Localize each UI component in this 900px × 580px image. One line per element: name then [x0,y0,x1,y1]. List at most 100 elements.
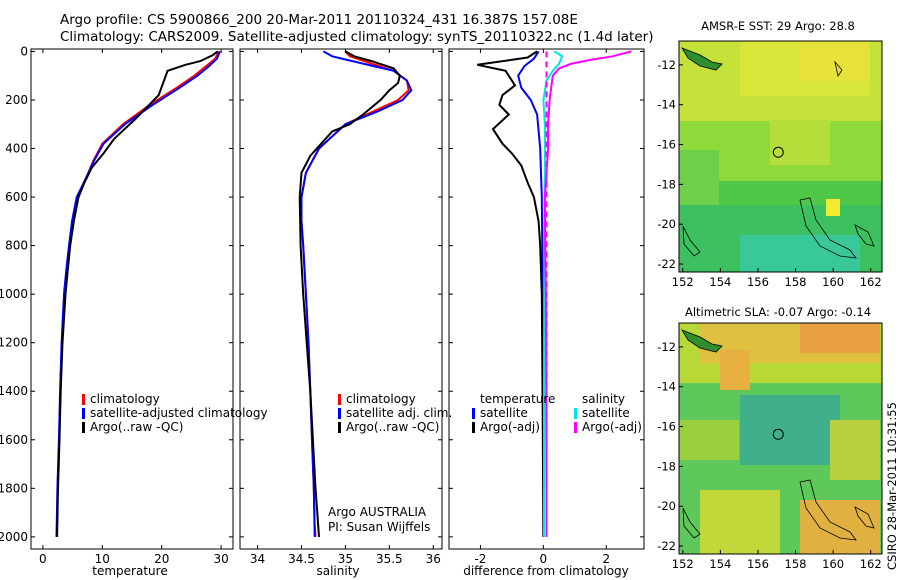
coastline [682,507,701,539]
y-tick-label: 600 [5,190,28,204]
legend-title-salinity: salinity [582,392,625,406]
salinity-legend: climatology satellite adj. clim. Argo(..… [338,392,452,434]
sla-map-field [830,420,880,480]
legend-swatch-satellite [82,408,85,419]
coastline [854,506,875,529]
series-line-argo-raw-qc- [298,50,401,537]
temperature-xlabel: temperature [92,564,167,578]
map-x-tick-label: 154 [709,275,731,289]
argo-position-marker [772,146,784,158]
sla-map-title: Altimetric SLA: -0.07 Argo: -0.14 [685,305,871,319]
legend-label: Argo(..raw -QC) [346,420,439,434]
x-tick-label: 36 [426,552,441,566]
map-x-tick-label: 160 [822,557,844,571]
legend-label: satellite [480,406,528,420]
pi-name-label: PI: Susan Wijffels [328,520,430,534]
profile-title: Argo profile: CS 5900866_200 20-Mar-2011… [60,12,578,28]
salinity-axes [239,48,443,550]
salinity-lines [298,50,413,537]
sst-map-field [770,120,830,165]
sla-map-field [800,323,880,353]
map-x-tick-label: 162 [860,557,882,571]
y-tick-label: 1400 [0,384,28,398]
sst-map-hotspot [826,199,840,216]
climatology-subtitle: Climatology: CARS2009. Satellite-adjuste… [60,29,654,45]
legend-swatch-sal-argo [574,422,577,433]
map-x-tick-label: 156 [747,275,769,289]
x-tick-label: 0 [39,552,47,566]
legend-label: climatology [346,392,416,406]
sla-map-field [740,395,840,465]
map-y-tick-label: -18 [657,459,676,473]
map-axis-ticks: 152 154 156 158 160 162 -12 -14 -16 -18 -20 -22 152 1… [657,58,881,571]
map-x-tick-label: 152 [672,275,694,289]
difference-legend: temperature satellite Argo(-adj) salinit… [472,392,642,434]
legend-label: satellite [582,406,630,420]
x-tick-label: 35 [338,552,353,566]
legend-label: climatology [90,392,160,406]
csiro-timestamp: CSIRO 28-Mar-2011 10:31:55 [885,402,899,570]
legend-swatch-argo [82,422,85,433]
sla-map-field [679,420,739,460]
x-tick-label: -2 [474,552,486,566]
x-tick-label: 35.5 [376,552,403,566]
legend-swatch-satellite [338,408,341,419]
legend-swatch-temp-satellite [472,408,475,419]
map-y-tick-label: -12 [657,58,676,72]
map-y-tick-label: -14 [657,380,676,394]
sst-map-title: AMSR-E SST: 29 Argo: 28.8 [701,19,855,33]
x-tick-label: 34 [250,552,265,566]
sst-map-frame [678,40,883,273]
map-y-tick-label: -18 [657,177,676,191]
map-y-tick-label: -20 [657,499,676,513]
coastline [681,47,723,71]
sla-map-field [720,350,750,390]
map-y-tick-label: -22 [657,257,676,271]
sla-map [679,323,882,554]
map-x-tick-label: 154 [709,557,731,571]
legend-label: satellite adj. clim. [346,406,452,420]
sst-map-field [740,235,860,272]
coastline [834,60,843,78]
y-tick-label: 0 [20,44,28,58]
legend-swatch-sal-satellite [574,408,577,419]
y-tick-label: 1200 [0,336,28,350]
x-tick-label: 20 [154,552,169,566]
legend-label: Argo(-adj) [582,420,642,434]
argo-australia-label: Argo AUSTRALIA [328,505,427,519]
sst-map-field [800,41,870,81]
x-tick-label: 10 [95,552,110,566]
legend-swatch-climatology [82,394,85,405]
sla-map-frame [678,322,883,555]
legend-swatch-argo [338,422,341,433]
coastline [799,197,857,259]
map-x-tick-label: 160 [822,275,844,289]
coastline [854,224,875,247]
axis-ticks: 0 10 20 30020040060080010001200140016001800… [0,44,644,566]
y-tick-label: 1800 [0,481,28,495]
map-y-tick-label: -20 [657,217,676,231]
map-y-tick-label: -22 [657,539,676,553]
sla-map-field [700,490,780,554]
y-tick-label: 1000 [0,287,28,301]
map-x-tick-label: 158 [785,557,807,571]
temperature-lines [55,50,221,537]
y-tick-label: 800 [5,239,28,253]
y-tick-label: 400 [5,142,28,156]
map-x-tick-label: 158 [785,275,807,289]
map-y-tick-label: -14 [657,98,676,112]
map-y-tick-label: -16 [657,138,676,152]
map-y-tick-label: -12 [657,340,676,354]
difference-xlabel: difference from climatology [463,564,629,578]
y-tick-label: 2000 [0,530,28,544]
map-x-tick-label: 156 [747,557,769,571]
legend-label: satellite-adjusted climatology [90,406,268,420]
x-tick-label: 0 [540,552,548,566]
x-tick-label: 2 [602,552,610,566]
series-line-salinity-satellite [542,50,564,537]
y-tick-label: 200 [5,93,28,107]
map-x-tick-label: 152 [672,557,694,571]
salinity-xlabel: salinity [316,564,359,578]
legend-title-temperature: temperature [480,392,555,406]
